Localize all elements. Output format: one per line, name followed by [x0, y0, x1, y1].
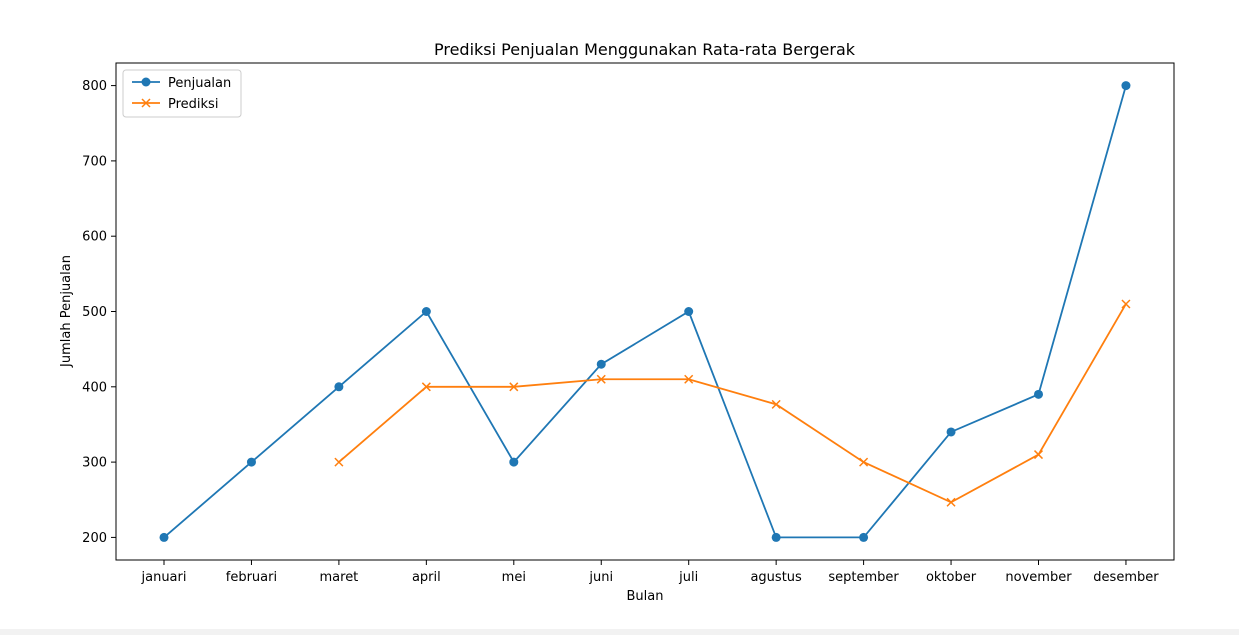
- data-point-penjualan: [246, 457, 256, 467]
- data-point-penjualan: [596, 359, 606, 369]
- series-layer: [159, 81, 1131, 542]
- y-tick-label: 800: [82, 79, 107, 94]
- x-tick-label: september: [828, 570, 899, 585]
- x-tick-label: desember: [1093, 570, 1159, 585]
- data-point-prediksi: [509, 382, 519, 392]
- data-point-prediksi: [946, 497, 956, 507]
- data-point-penjualan: [859, 532, 869, 542]
- data-point-prediksi: [334, 457, 344, 467]
- x-tick-label: februari: [226, 570, 277, 585]
- data-point-penjualan: [1121, 81, 1131, 91]
- data-point-prediksi: [421, 382, 431, 392]
- series-prediksi: [334, 299, 1131, 507]
- x-tick-label: juni: [588, 570, 613, 585]
- x-tick-label: november: [1005, 570, 1072, 585]
- data-point-prediksi: [1033, 450, 1044, 460]
- data-point-penjualan: [684, 307, 694, 316]
- legend-marker-prediksi: [141, 98, 151, 108]
- legend-label-penjualan: Penjualan: [168, 76, 231, 91]
- y-tick-label: 300: [82, 456, 107, 471]
- y-tick-label: 600: [82, 230, 107, 245]
- y-tick-label: 700: [82, 154, 107, 169]
- x-tick-label: juli: [678, 570, 698, 585]
- series-line-prediksi: [338, 303, 1127, 504]
- data-point-prediksi: [771, 399, 781, 409]
- y-axis-label: Jumlah Penjualan: [59, 255, 74, 368]
- data-point-prediksi: [1121, 299, 1131, 309]
- x-axis: januari februari maret april mei juni juli agus…: [141, 560, 1159, 585]
- x-tick-label: januari: [141, 570, 187, 585]
- data-point-penjualan: [159, 532, 169, 542]
- x-tick-label: mei: [502, 570, 526, 585]
- y-tick-label: 500: [82, 305, 107, 320]
- x-tick-label: agustus: [750, 570, 802, 585]
- data-point-prediksi: [596, 374, 606, 384]
- data-point-penjualan: [509, 457, 519, 467]
- legend: Penjualan Prediksi: [122, 69, 242, 118]
- x-tick-label: april: [412, 570, 441, 585]
- data-point-penjualan: [946, 427, 956, 437]
- data-point-penjualan: [421, 307, 431, 316]
- data-point-penjualan: [1034, 389, 1043, 399]
- data-point-penjualan: [334, 382, 344, 392]
- y-tick-label: 400: [82, 380, 107, 395]
- series-line-penjualan: [163, 85, 1127, 539]
- plot-area: [115, 62, 1175, 561]
- y-axis: 200 300 400 500 600 700 800: [82, 79, 116, 546]
- data-point-prediksi: [684, 374, 694, 384]
- series-penjualan: [159, 81, 1131, 542]
- y-tick-label: 200: [82, 531, 107, 546]
- x-tick-label: maret: [320, 570, 359, 585]
- chart-title: Prediksi Penjualan Menggunakan Rata-rata…: [434, 40, 856, 59]
- legend-label-prediksi: Prediksi: [168, 97, 218, 112]
- window-bottom-strip: [0, 629, 1239, 635]
- data-point-penjualan: [771, 532, 781, 542]
- legend-marker-penjualan: [141, 77, 151, 87]
- x-tick-label: oktober: [926, 570, 977, 585]
- x-axis-label: Bulan: [627, 589, 664, 604]
- data-point-prediksi: [859, 457, 869, 467]
